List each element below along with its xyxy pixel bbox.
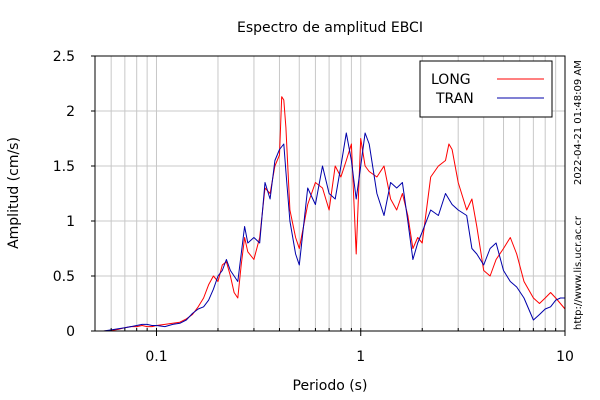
- y-tick-label: 0: [66, 324, 75, 340]
- axis-ticks: 0 0.5 1 1.5 2 2.5 0.1 1 10: [53, 49, 574, 365]
- legend-label-long: LONG: [431, 72, 471, 88]
- y-tick-label: 0.5: [53, 269, 75, 285]
- x-axis-label: Periodo (s): [293, 378, 368, 394]
- y-axis-label: Amplitud (cm/s): [6, 137, 22, 249]
- legend-label-tran: TRAN: [435, 91, 474, 107]
- legend: LONG TRAN: [419, 60, 553, 118]
- y-tick-label: 2: [66, 104, 75, 120]
- x-tick-label: 1: [356, 349, 365, 365]
- x-tick-label: 10: [556, 349, 574, 365]
- chart-title: Espectro de amplitud EBCI: [237, 20, 423, 36]
- grid-lines: [95, 56, 565, 331]
- y-tick-label: 1: [66, 214, 75, 230]
- source-url-label: http://www.lis.ucr.ac.cr: [573, 215, 584, 330]
- timestamp-label: 2022-04-21 01:48:09 AM: [573, 60, 584, 185]
- plot-frame: [94, 55, 566, 332]
- series-line-long: [103, 96, 566, 332]
- series-line-tran: [103, 132, 565, 332]
- x-tick-label: 0.1: [145, 349, 167, 365]
- y-tick-label: 1.5: [53, 159, 75, 175]
- legend-box: [419, 60, 553, 118]
- series-lines: [103, 96, 566, 332]
- y-tick-label: 2.5: [53, 49, 75, 65]
